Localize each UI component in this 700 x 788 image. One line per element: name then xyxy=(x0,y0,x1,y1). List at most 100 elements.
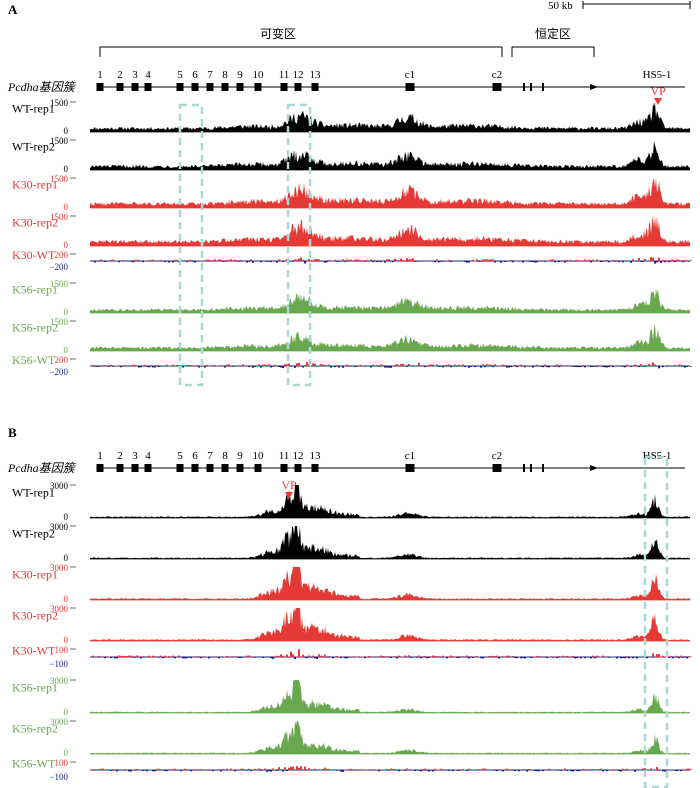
diff-bar xyxy=(640,364,642,366)
diff-bar xyxy=(684,259,686,261)
diff-bar xyxy=(450,655,452,657)
diff-bar xyxy=(490,655,492,657)
diff-bar xyxy=(572,770,574,772)
diff-bar xyxy=(416,657,418,658)
diff-bar xyxy=(350,768,352,770)
diff-bar xyxy=(530,261,532,262)
diff-bar xyxy=(276,770,278,771)
diff-bar xyxy=(430,656,432,657)
track-max-label: 3000 xyxy=(50,604,69,614)
diff-bar xyxy=(376,364,378,366)
exon-label: 9 xyxy=(237,69,243,81)
diff-bar xyxy=(432,770,434,772)
diff-bar xyxy=(212,770,214,772)
diff-bar xyxy=(96,366,98,367)
diff-bar xyxy=(590,261,592,263)
diff-bar xyxy=(198,366,200,368)
track-max-label: 1500 xyxy=(50,317,69,327)
diff-bar xyxy=(680,770,682,772)
diff-bar xyxy=(480,657,482,659)
diff-bar xyxy=(622,261,624,263)
diff-bar xyxy=(392,261,394,263)
diff-bar xyxy=(536,770,538,772)
diff-bar xyxy=(488,364,490,366)
diff-bar xyxy=(174,365,176,366)
diff-bar xyxy=(672,259,674,261)
diff-bar xyxy=(446,364,448,366)
track-min-label: 0 xyxy=(64,126,69,136)
diff-bar xyxy=(612,366,614,368)
diff-bar xyxy=(526,770,528,772)
diff-bar xyxy=(522,657,524,658)
diff-bar xyxy=(516,366,518,368)
diff-bar xyxy=(240,259,242,261)
diff-bar xyxy=(364,366,366,367)
diff-bar xyxy=(424,768,426,770)
diff-bar xyxy=(202,770,204,771)
exon-box xyxy=(254,464,262,472)
diff-bar xyxy=(482,364,484,366)
signal-area xyxy=(90,102,690,132)
diff-bar xyxy=(306,261,308,262)
diff-bar xyxy=(374,259,376,261)
diff-bar xyxy=(644,258,646,261)
diff-bar xyxy=(570,260,572,261)
diff-bar xyxy=(592,366,594,367)
diff-bar xyxy=(216,769,218,770)
diff-bar xyxy=(128,770,130,772)
diff-bar xyxy=(192,769,194,770)
diff-bar xyxy=(436,259,438,261)
diff-bar xyxy=(342,366,344,368)
track-max-label: 100 xyxy=(55,758,69,768)
diff-bar xyxy=(136,365,138,366)
diff-bar xyxy=(164,655,166,657)
diff-bar xyxy=(200,769,202,770)
diff-bar xyxy=(612,259,614,261)
diff-bar xyxy=(166,656,168,657)
diff-bar xyxy=(268,364,270,366)
diff-bar xyxy=(408,363,410,366)
diff-bar xyxy=(690,260,692,261)
diff-bar xyxy=(344,261,346,262)
diff-bar xyxy=(250,770,252,772)
diff-bar xyxy=(124,656,126,657)
exon-label: 13 xyxy=(310,450,322,462)
diff-bar xyxy=(548,768,550,770)
diff-bar xyxy=(282,655,284,657)
diff-bar xyxy=(298,649,300,657)
diff-bar xyxy=(92,655,94,657)
track-max-label: 1500 xyxy=(50,136,69,146)
diff-bar xyxy=(196,261,198,262)
diff-bar xyxy=(126,656,128,657)
diff-bar xyxy=(546,366,548,368)
diff-bar xyxy=(252,261,254,263)
diff-bar xyxy=(678,770,680,771)
diff-bar xyxy=(228,260,230,261)
diff-bar xyxy=(574,366,576,367)
track-k56-wt: K56-WT 100 −100 xyxy=(12,757,692,782)
diff-bar xyxy=(372,769,374,770)
diff-bar xyxy=(502,656,504,657)
diff-bar xyxy=(530,657,532,658)
exon-box xyxy=(116,464,124,472)
diff-bar xyxy=(608,261,610,263)
diff-bar xyxy=(678,259,680,261)
diff-bar xyxy=(614,769,616,770)
track-label: K56-rep1 xyxy=(12,681,58,695)
diff-bar xyxy=(504,365,506,366)
track-min-label: −100 xyxy=(49,659,68,669)
diff-bar xyxy=(232,656,234,657)
diff-bar xyxy=(156,261,158,262)
diff-bar xyxy=(618,261,620,263)
diff-bar xyxy=(350,656,352,657)
diff-bar xyxy=(148,655,150,657)
diff-bar xyxy=(240,657,242,658)
diff-bar xyxy=(434,768,436,770)
diff-bar xyxy=(186,657,188,659)
diff-bar xyxy=(350,259,352,261)
diff-bar xyxy=(658,257,660,261)
